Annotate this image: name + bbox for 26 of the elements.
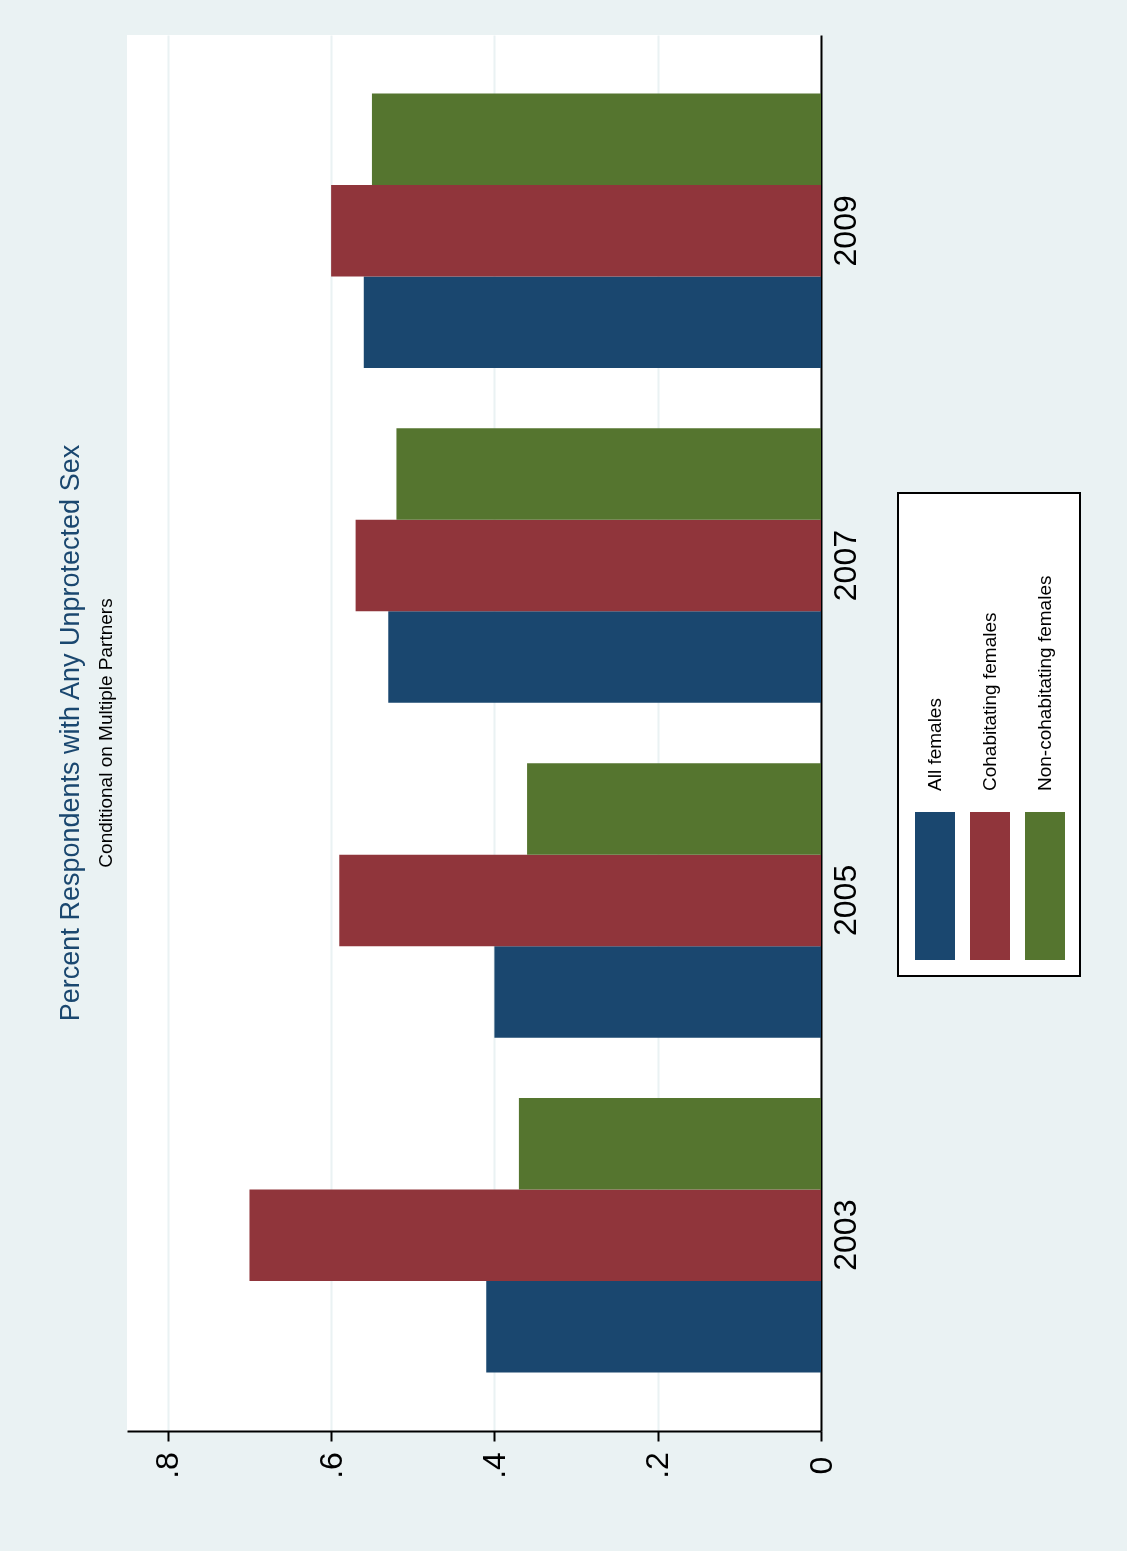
x-tick-label: .6 [312, 1452, 349, 1479]
bar [494, 946, 821, 1038]
bar [249, 1189, 821, 1281]
x-tick-label: 0 [802, 1456, 839, 1475]
bar [363, 276, 821, 369]
text: Non-cohabitating females [1034, 575, 1055, 791]
text: Conditional on Multiple Partners [95, 598, 116, 868]
bar [388, 611, 821, 703]
y-tick-label: 2009 [826, 195, 863, 267]
x-tick-label: .8 [149, 1452, 186, 1479]
text: Percent Respondents with Any Unprotected Sex [55, 444, 85, 1022]
y-tick-label: 2005 [826, 864, 863, 936]
bar [331, 185, 821, 277]
bar [518, 1097, 821, 1190]
x-tick-label: .4 [475, 1452, 512, 1479]
bar [371, 93, 821, 186]
x-tick-label: .2 [639, 1452, 676, 1479]
bar [339, 854, 821, 947]
text: All females [924, 698, 945, 791]
y-tick-label: 2007 [826, 530, 863, 602]
bar [486, 1280, 821, 1373]
y-tick-label: 2003 [826, 1199, 863, 1271]
bar [355, 519, 821, 612]
bar [527, 763, 821, 855]
bar [396, 428, 821, 520]
text: Cohabitating females [979, 612, 1000, 791]
